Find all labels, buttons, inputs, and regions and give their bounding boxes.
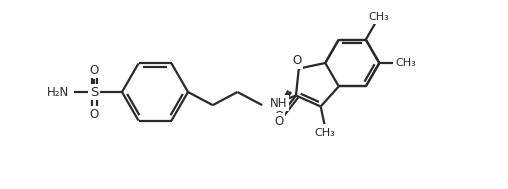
Text: O: O [274,110,283,123]
Text: O: O [89,64,99,77]
Text: CH₃: CH₃ [395,58,416,68]
Text: O: O [292,54,301,67]
Text: CH₃: CH₃ [314,128,335,138]
Text: O: O [89,108,99,121]
Text: H₂N: H₂N [47,85,69,98]
Text: O: O [274,115,283,128]
Text: NH: NH [270,97,288,110]
Text: S: S [90,85,98,98]
Text: CH₃: CH₃ [368,12,389,22]
